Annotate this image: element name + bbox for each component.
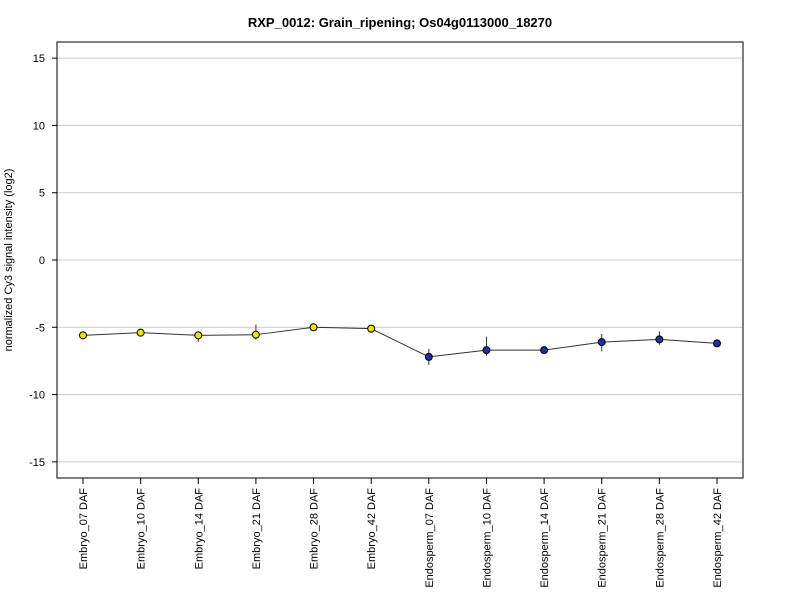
x-tick-label: Endosperm_42 DAF bbox=[712, 488, 724, 588]
data-point bbox=[251, 330, 260, 339]
data-point bbox=[655, 335, 664, 344]
x-tick-label: Endosperm_10 DAF bbox=[481, 488, 493, 588]
y-tick-label: -10 bbox=[29, 390, 45, 402]
y-tick-label: -15 bbox=[29, 457, 45, 469]
data-point bbox=[309, 323, 318, 332]
y-tick-label: 0 bbox=[39, 255, 45, 267]
y-tick-label: -5 bbox=[35, 322, 45, 334]
data-points bbox=[79, 323, 721, 361]
y-tick-label: 10 bbox=[33, 120, 45, 132]
x-tick-label: Endosperm_14 DAF bbox=[539, 488, 551, 588]
x-tick-label: Embryo_07 DAF bbox=[78, 488, 90, 570]
grid-lines bbox=[57, 57, 743, 463]
y-tick-label: 15 bbox=[33, 53, 45, 65]
data-point bbox=[194, 331, 203, 340]
data-point bbox=[79, 331, 87, 340]
data-point bbox=[424, 352, 433, 361]
data-point bbox=[482, 346, 491, 355]
x-tick-label: Embryo_14 DAF bbox=[193, 488, 205, 570]
data-point bbox=[136, 328, 145, 337]
x-tick-label: Embryo_21 DAF bbox=[251, 488, 263, 570]
data-point bbox=[367, 324, 376, 333]
x-tick-label: Endosperm_28 DAF bbox=[654, 488, 666, 588]
data-point bbox=[713, 339, 721, 348]
x-tick-label: Embryo_42 DAF bbox=[366, 488, 378, 570]
y-axis: -15 -10 -5 0 5 10 15 bbox=[29, 53, 57, 469]
data-point bbox=[597, 338, 606, 347]
data-point bbox=[540, 346, 549, 355]
x-tick-label: Embryo_28 DAF bbox=[309, 488, 321, 570]
x-axis: Embryo_07 DAF Embryo_10 DAF Embryo_14 DAF E… bbox=[78, 478, 724, 588]
x-tick-label: Endosperm_07 DAF bbox=[424, 488, 436, 588]
y-tick-label: 5 bbox=[39, 188, 45, 200]
x-tick-label: Endosperm_21 DAF bbox=[597, 488, 609, 588]
x-tick-label: Embryo_10 DAF bbox=[136, 488, 148, 570]
error-bars bbox=[82, 324, 718, 365]
series-line-group bbox=[82, 326, 718, 358]
y-axis-label: normalized Cy3 signal intensity (log2) bbox=[3, 169, 15, 352]
series-line bbox=[82, 326, 718, 358]
chart-title: RXP_0012: Grain_ripening; Os04g0113000_1… bbox=[248, 15, 552, 30]
